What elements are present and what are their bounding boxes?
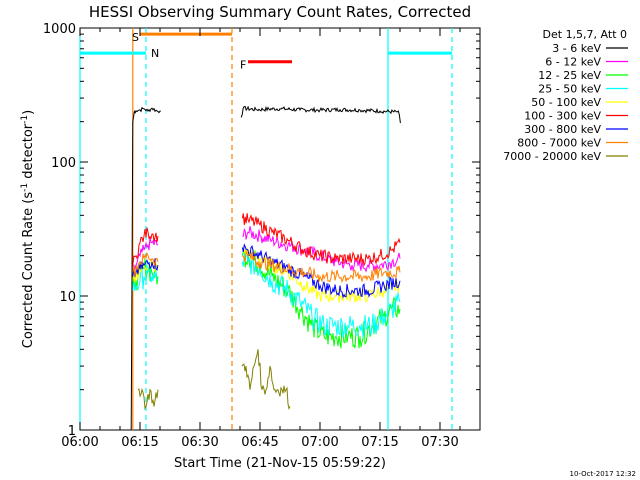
series-line — [130, 106, 161, 431]
series-line — [132, 227, 159, 266]
y-tick-label: 10 — [59, 290, 76, 305]
plot-frame — [79, 27, 481, 431]
legend-label: 300 - 800 keV — [524, 123, 601, 136]
series-line — [241, 252, 401, 338]
series-line — [132, 258, 159, 278]
series-line — [241, 213, 401, 267]
legend-label: 50 - 100 keV — [531, 96, 601, 109]
y-axis-label: Corrected Count Rate (s-1 detector-1) — [20, 110, 36, 348]
legend-label: 7000 - 20000 keV — [503, 150, 601, 163]
series-line — [137, 387, 159, 411]
legend-label: 6 - 12 keV — [545, 56, 601, 69]
legend-title: Det 1,5,7, Att 0 — [543, 28, 627, 41]
legend-label: 100 - 300 keV — [524, 110, 601, 123]
legend-label: 25 - 50 keV — [538, 83, 601, 96]
legend-label: 800 - 7000 keV — [517, 137, 601, 150]
series-line — [242, 226, 401, 273]
vertical-markers — [79, 28, 453, 430]
legend-label: 12 - 25 keV — [538, 69, 601, 82]
interval-label: S — [132, 31, 139, 44]
footer-date: 10-Oct-2017 12:32 — [570, 470, 636, 478]
series-line — [132, 261, 159, 291]
x-tick-label: 06:15 — [121, 435, 158, 450]
series-line — [132, 251, 159, 277]
y-tick-label: 1 — [68, 424, 76, 439]
x-tick-label: 07:30 — [421, 435, 458, 450]
series-line — [240, 105, 401, 124]
chart-title: HESSI Observing Summary Count Rates, Cor… — [89, 3, 471, 21]
legend-label: 3 - 6 keV — [552, 42, 601, 55]
interval-label: F — [240, 59, 246, 72]
x-tick-label: 06:45 — [241, 435, 278, 450]
x-tick-label: 06:30 — [181, 435, 218, 450]
axes: 06:00 06:15 06:30 06:45 07:00 07:15 07:30 1 10 10… — [43, 22, 480, 450]
x-axis-label: Start Time (21-Nov-15 05:59:22) — [174, 456, 386, 471]
series-line — [241, 349, 291, 411]
x-tick-label: 06:00 — [61, 435, 98, 450]
x-tick-label: 07:00 — [301, 435, 338, 450]
series-group — [130, 105, 401, 431]
x-tick-label: 07:15 — [361, 435, 398, 450]
interval-label: N — [151, 47, 159, 60]
series-line — [132, 237, 159, 273]
attenuator-intervals: S F N — [80, 31, 452, 72]
y-tick-label: 100 — [51, 156, 76, 171]
y-tick-label: 1000 — [43, 22, 76, 37]
series-line — [242, 249, 401, 284]
